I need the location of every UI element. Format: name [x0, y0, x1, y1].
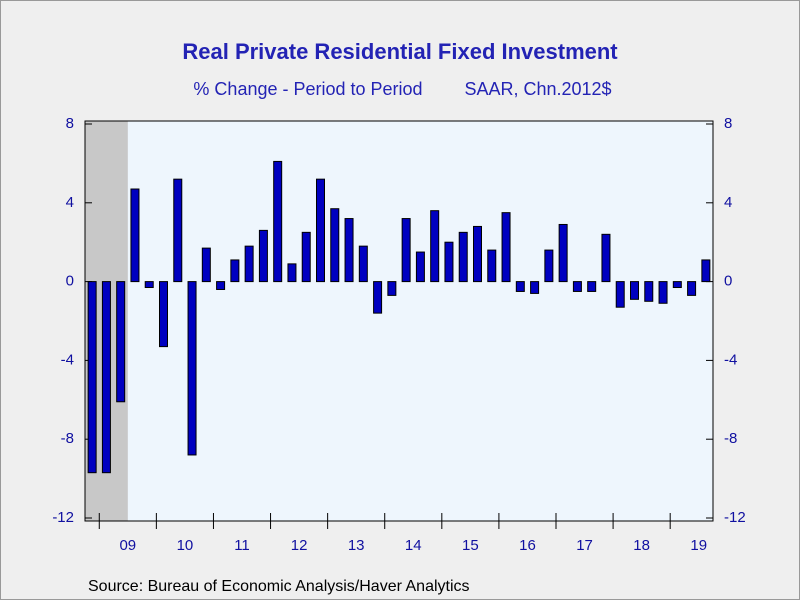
y2-tick-label: -12: [724, 509, 746, 526]
bar: [687, 281, 697, 296]
x-tick-label: 19: [690, 537, 707, 554]
bar: [159, 281, 168, 348]
bar: [430, 210, 440, 283]
bar: [301, 231, 311, 283]
bar: [401, 218, 411, 283]
bar: [658, 281, 668, 304]
x-tick-label: 18: [633, 537, 650, 554]
bar: [515, 281, 525, 292]
bar: [544, 249, 554, 283]
bar: [173, 178, 183, 283]
y-tick-label: 4: [66, 194, 74, 211]
y2-tick-label: 4: [724, 194, 732, 211]
x-tick-label: 13: [348, 537, 365, 554]
bar: [473, 225, 482, 283]
y2-tick-label: -8: [724, 430, 737, 447]
bar: [487, 249, 497, 283]
bar: [672, 281, 682, 289]
bar: [230, 259, 240, 283]
y-tick-label: -8: [61, 430, 74, 447]
bar: [501, 212, 511, 283]
bar: [316, 178, 325, 283]
bar: [216, 281, 226, 290]
x-tick-label: 16: [519, 537, 536, 554]
bar: [644, 281, 654, 302]
y-tick-label: 0: [66, 273, 74, 290]
chart-title: Real Private Residential Fixed Investmen…: [182, 39, 618, 64]
x-tick-label: 09: [119, 537, 136, 554]
bar: [87, 281, 97, 474]
bar: [558, 223, 568, 283]
bar: [101, 281, 111, 474]
bar: [415, 251, 425, 283]
bar: [530, 281, 540, 294]
bar: [201, 247, 211, 283]
y-tick-label: -12: [52, 509, 74, 526]
bar: [458, 231, 468, 283]
bar: [144, 281, 154, 289]
bar: [601, 233, 611, 283]
x-tick-label: 11: [234, 537, 250, 554]
bar: [387, 281, 397, 296]
x-tick-label: 10: [177, 537, 194, 554]
y2-tick-label: 8: [724, 115, 732, 132]
x-tick-label: 14: [405, 537, 422, 554]
bar: [630, 281, 639, 300]
y2-tick-label: 0: [724, 273, 732, 290]
bar: [701, 259, 711, 283]
bar: [187, 281, 197, 456]
bar: [358, 245, 368, 283]
bar: [330, 208, 340, 283]
y-tick-label: -4: [61, 351, 74, 368]
y-tick-label: 8: [66, 115, 74, 132]
bar: [273, 160, 283, 283]
x-tick-label: 12: [291, 537, 308, 554]
bar: [572, 281, 582, 292]
bar: [444, 241, 454, 283]
chart-subtitle: % Change - Period to Period: [193, 79, 422, 99]
y2-tick-label: -4: [724, 351, 737, 368]
bar: [344, 218, 354, 283]
plot-frame: [84, 120, 714, 522]
bar: [244, 245, 254, 283]
bar: [130, 188, 140, 283]
source-note: Source: Bureau of Economic Analysis/Have…: [88, 578, 470, 595]
bar: [615, 281, 625, 308]
bar: [287, 263, 297, 283]
bar: [373, 281, 383, 314]
x-tick-label: 15: [462, 537, 479, 554]
bar: [258, 229, 268, 283]
bar: [116, 281, 126, 403]
bar: [587, 281, 597, 292]
units-label: SAAR, Chn.2012$: [464, 79, 611, 99]
x-tick-label: 17: [576, 537, 593, 554]
